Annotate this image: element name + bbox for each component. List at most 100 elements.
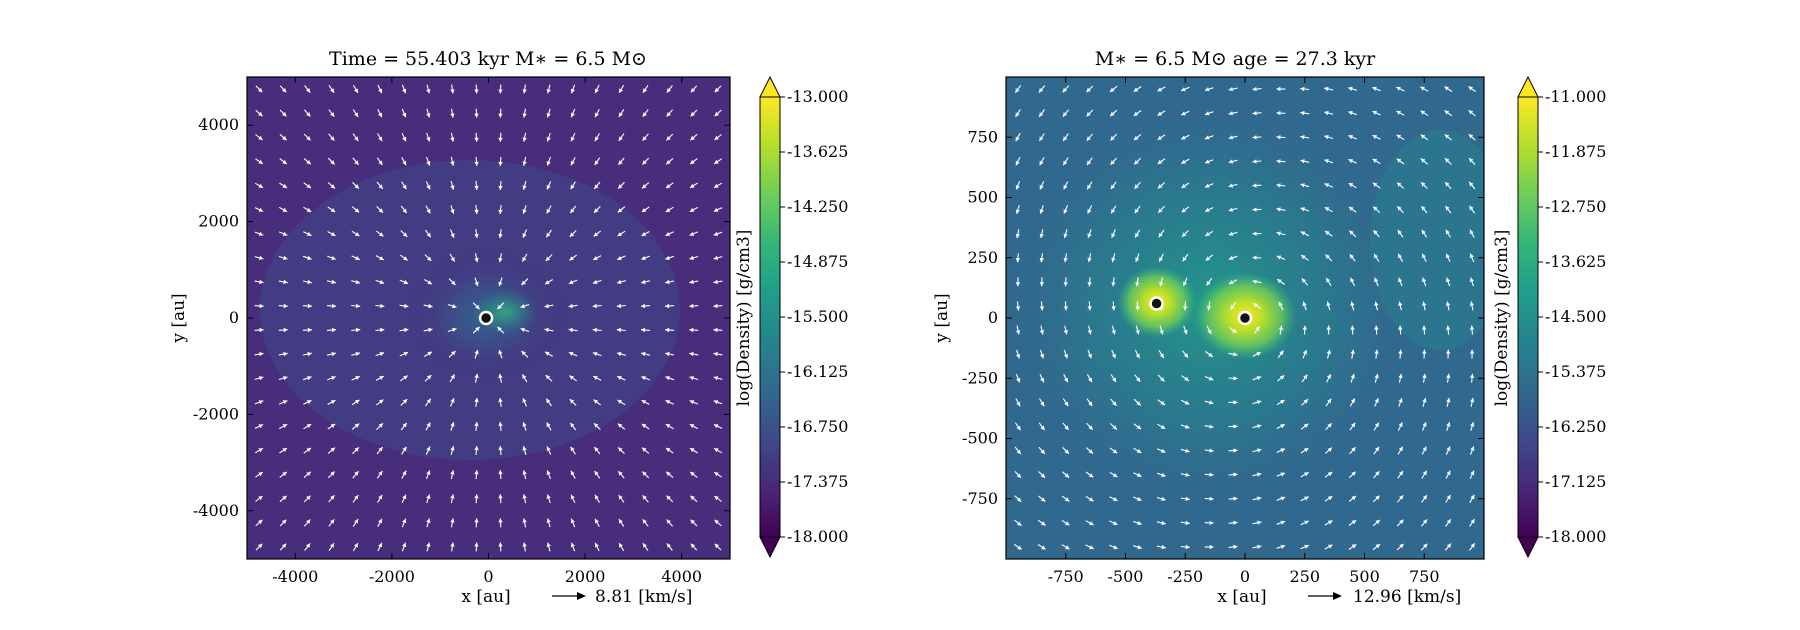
velocity-arrowhead xyxy=(404,327,409,333)
velocity-arrowhead xyxy=(426,518,431,523)
velocity-arrowhead xyxy=(570,446,575,452)
velocity-arrowhead xyxy=(1087,282,1092,287)
velocity-arrowhead xyxy=(330,471,335,476)
velocity-arrowhead xyxy=(378,447,383,452)
velocity-arrowhead xyxy=(1422,277,1427,283)
velocity-arrowhead xyxy=(1088,377,1092,383)
velocity-arrowhead xyxy=(1252,86,1257,92)
velocity-arrowhead xyxy=(474,113,479,118)
velocity-arrowhead xyxy=(1157,135,1163,140)
velocity-arrowhead xyxy=(595,518,599,524)
velocity-arrowhead xyxy=(1446,398,1451,403)
velocity-arrowhead xyxy=(1182,232,1187,237)
velocity-arrowhead xyxy=(1087,233,1092,238)
velocity-arrowhead xyxy=(258,111,263,117)
velocity-arrowhead xyxy=(498,89,503,94)
velocity-arrowhead xyxy=(642,136,647,141)
velocity-arrowhead xyxy=(1184,424,1190,429)
velocity-arrowhead xyxy=(355,376,360,380)
velocity-arrowhead xyxy=(522,494,527,499)
velocity-arrowhead xyxy=(689,327,694,333)
x-tick-label: 0 xyxy=(1240,567,1250,586)
velocity-arrowhead xyxy=(594,494,599,500)
velocity-arrowhead xyxy=(1469,277,1474,282)
velocity-arrowhead xyxy=(1420,110,1425,115)
velocity-arrowhead xyxy=(474,89,479,94)
velocity-arrowhead xyxy=(570,422,575,428)
velocity-arrowhead xyxy=(1398,398,1403,403)
velocity-arrowhead xyxy=(1252,159,1257,164)
velocity-arrowhead xyxy=(642,447,647,452)
velocity-arrowhead xyxy=(1469,158,1474,163)
velocity-arrowhead xyxy=(1040,497,1046,502)
velocity-arrowhead xyxy=(474,209,479,214)
velocity-arrowhead xyxy=(498,373,503,379)
velocity-arrowhead xyxy=(714,87,720,93)
velocity-arrowhead xyxy=(258,424,264,429)
velocity-arrowhead xyxy=(378,136,383,142)
velocity-arrowhead xyxy=(642,519,647,524)
velocity-arrowhead xyxy=(498,446,503,451)
velocity-arrowhead xyxy=(474,446,479,451)
velocity-arrowhead xyxy=(1397,182,1402,187)
velocity-arrowhead xyxy=(546,185,551,190)
velocity-arrowhead xyxy=(642,160,647,165)
velocity-arrowhead xyxy=(1184,376,1189,381)
velocity-arrowhead xyxy=(714,135,719,140)
sink-particle xyxy=(1149,296,1164,311)
velocity-arrowhead xyxy=(522,422,527,427)
velocity-arrowhead xyxy=(450,398,455,403)
velocity-arrowhead xyxy=(1233,352,1238,357)
panel-2-sink-particles xyxy=(1149,296,1253,326)
velocity-arrowhead xyxy=(1087,160,1092,165)
velocity-arrowhead xyxy=(1111,208,1116,214)
velocity-arrowhead xyxy=(331,327,336,333)
velocity-arrowhead xyxy=(426,161,431,166)
velocity-arrowhead xyxy=(1063,353,1068,359)
y-tick-label: -250 xyxy=(962,368,998,387)
velocity-arrowhead xyxy=(331,303,336,309)
velocity-arrowhead xyxy=(402,136,407,142)
velocity-arrowhead xyxy=(1205,232,1210,236)
velocity-arrowhead xyxy=(450,374,455,379)
velocity-arrowhead xyxy=(522,89,527,94)
colorbar-tick-label: -13.625 xyxy=(787,142,848,161)
velocity-arrowhead xyxy=(1257,544,1262,549)
velocity-arrowhead xyxy=(1276,86,1281,92)
velocity-arrowhead xyxy=(1136,401,1141,406)
panel-1-colorbar: -13.000 -13.625 -14.250 -14.875 -15.500 -16.1… xyxy=(734,75,848,559)
velocity-arrowhead xyxy=(1398,277,1403,283)
velocity-arrowhead xyxy=(1087,257,1092,263)
velocity-arrowhead xyxy=(1348,206,1354,211)
x-tick-label: 2000 xyxy=(565,567,606,586)
velocity-arrowhead xyxy=(617,232,623,237)
velocity-arrowhead xyxy=(1015,258,1021,263)
velocity-arrowhead xyxy=(690,159,695,165)
velocity-arrowhead xyxy=(1325,231,1330,236)
velocity-arrowhead xyxy=(1208,376,1214,381)
velocity-arrowhead xyxy=(522,446,527,451)
velocity-arrowhead xyxy=(520,304,525,309)
velocity-arrowhead xyxy=(545,351,550,356)
velocity-arrowhead xyxy=(1039,209,1044,214)
velocity-arrowhead xyxy=(1087,330,1092,335)
velocity-arrowhead xyxy=(427,280,432,285)
velocity-arrowhead xyxy=(1181,87,1186,92)
velocity-arrowhead xyxy=(1445,205,1450,211)
velocity-arrowhead xyxy=(714,111,719,117)
velocity-arrowhead xyxy=(1375,495,1380,500)
velocity-arrowhead xyxy=(642,112,647,117)
velocity-arrowhead xyxy=(641,376,646,381)
velocity-arrowhead xyxy=(1349,254,1354,259)
velocity-arrowhead xyxy=(665,376,670,381)
velocity-arrowhead xyxy=(1399,519,1404,524)
velocity-arrowhead xyxy=(1087,306,1092,311)
velocity-arrowhead xyxy=(1470,519,1475,524)
velocity-arrowhead xyxy=(1063,330,1068,335)
velocity-arrowhead xyxy=(1276,159,1281,164)
velocity-arrowhead xyxy=(1088,425,1093,430)
velocity-arrowhead xyxy=(1422,325,1427,330)
velocity-arrowhead xyxy=(522,398,527,403)
velocity-arrowhead xyxy=(1327,472,1333,477)
velocity-arrowhead xyxy=(1374,398,1379,403)
